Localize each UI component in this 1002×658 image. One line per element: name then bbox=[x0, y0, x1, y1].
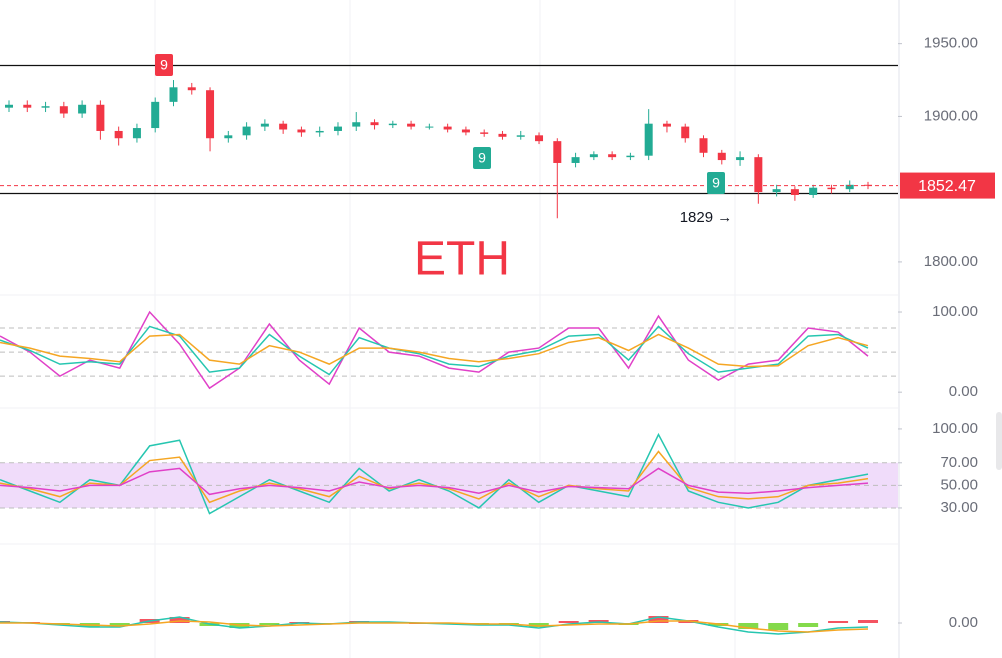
candle-body bbox=[132, 128, 141, 139]
candle-body bbox=[224, 135, 233, 139]
candle-body bbox=[589, 154, 598, 158]
signal-marker bbox=[473, 147, 491, 169]
signal-label: 9 bbox=[712, 175, 720, 191]
macd-bar bbox=[798, 623, 819, 627]
macd-bar bbox=[768, 623, 789, 630]
candle-body bbox=[608, 154, 617, 158]
indicator-line bbox=[0, 620, 869, 633]
candle-body bbox=[260, 123, 269, 127]
candle-body bbox=[553, 141, 562, 163]
candle-body bbox=[114, 130, 123, 139]
candle-body bbox=[169, 87, 178, 102]
candle-body bbox=[78, 104, 87, 114]
candle-body bbox=[644, 123, 653, 156]
y-tick-label: 1800.00 bbox=[924, 253, 978, 270]
chart-title: ETH bbox=[414, 233, 510, 286]
y-tick-label: 50.00 bbox=[940, 476, 978, 493]
y-tick-label: 70.00 bbox=[940, 454, 978, 471]
candle-body bbox=[772, 189, 781, 193]
candle-body bbox=[443, 126, 452, 130]
signal-marker bbox=[707, 172, 725, 194]
y-tick-label: 0.00 bbox=[949, 383, 978, 400]
candle-body bbox=[5, 104, 13, 108]
candle-body bbox=[626, 155, 635, 158]
candle-body bbox=[425, 126, 434, 128]
y-tick-label: 30.00 bbox=[940, 499, 978, 516]
macd-bar bbox=[259, 623, 280, 625]
y-tick-label: 1900.00 bbox=[924, 107, 978, 124]
indicator-line bbox=[0, 333, 869, 368]
grid bbox=[0, 0, 898, 658]
candle-body bbox=[370, 122, 379, 126]
indicator-line bbox=[0, 467, 869, 496]
y-tick-label: 100.00 bbox=[932, 303, 978, 320]
signal-marker bbox=[155, 54, 173, 76]
candle-body bbox=[333, 126, 342, 131]
candle-body bbox=[516, 135, 525, 137]
macd-bar bbox=[828, 621, 849, 623]
last-price-box bbox=[900, 172, 995, 199]
signal-label: 9 bbox=[478, 150, 486, 166]
y-tick-label: 100.00 bbox=[932, 420, 978, 437]
candle-body bbox=[315, 130, 324, 133]
candle-body bbox=[151, 101, 160, 129]
candle-body bbox=[279, 123, 288, 130]
candle-body bbox=[681, 126, 690, 139]
y-tick-label: 0.00 bbox=[949, 614, 978, 631]
macd-bar bbox=[738, 623, 759, 629]
candle-body bbox=[498, 133, 507, 137]
candle-body bbox=[845, 184, 854, 190]
candle-body bbox=[242, 126, 251, 136]
scroll-handle[interactable] bbox=[996, 412, 1002, 470]
candle-body bbox=[461, 129, 470, 133]
macd-bar bbox=[169, 617, 190, 623]
indicator-line bbox=[0, 325, 869, 376]
candle-body bbox=[352, 122, 361, 127]
candle-body bbox=[407, 123, 416, 127]
candle-body bbox=[297, 129, 306, 133]
candle-body bbox=[699, 138, 708, 153]
candle-body bbox=[571, 157, 580, 163]
candle-body bbox=[23, 104, 32, 108]
candle-body bbox=[59, 106, 68, 114]
candle-body bbox=[827, 187, 836, 190]
candle-body bbox=[388, 123, 397, 126]
candle-body bbox=[717, 152, 726, 161]
macd-bar bbox=[558, 621, 579, 623]
candle-body bbox=[206, 90, 215, 139]
candle-body bbox=[736, 157, 745, 161]
candle-body bbox=[754, 157, 763, 193]
candle-body bbox=[41, 106, 50, 108]
candle-body bbox=[535, 135, 544, 142]
last-price-label: 1852.47 bbox=[918, 178, 976, 195]
candle-body bbox=[809, 187, 818, 195]
band bbox=[0, 462, 898, 508]
low-annotation: 1829 → bbox=[680, 209, 733, 226]
macd-bar bbox=[648, 616, 669, 623]
signal-label: 9 bbox=[160, 57, 168, 73]
candle-body bbox=[662, 123, 671, 127]
macd-bar bbox=[528, 623, 549, 627]
candle-body bbox=[790, 189, 799, 195]
candle-body bbox=[480, 132, 489, 134]
y-tick-label: 1950.00 bbox=[924, 35, 978, 52]
macd-bar bbox=[109, 623, 130, 626]
macd-bar bbox=[858, 620, 878, 623]
candle-body bbox=[187, 87, 196, 91]
indicator-line bbox=[0, 310, 869, 390]
candle-body bbox=[96, 104, 105, 131]
